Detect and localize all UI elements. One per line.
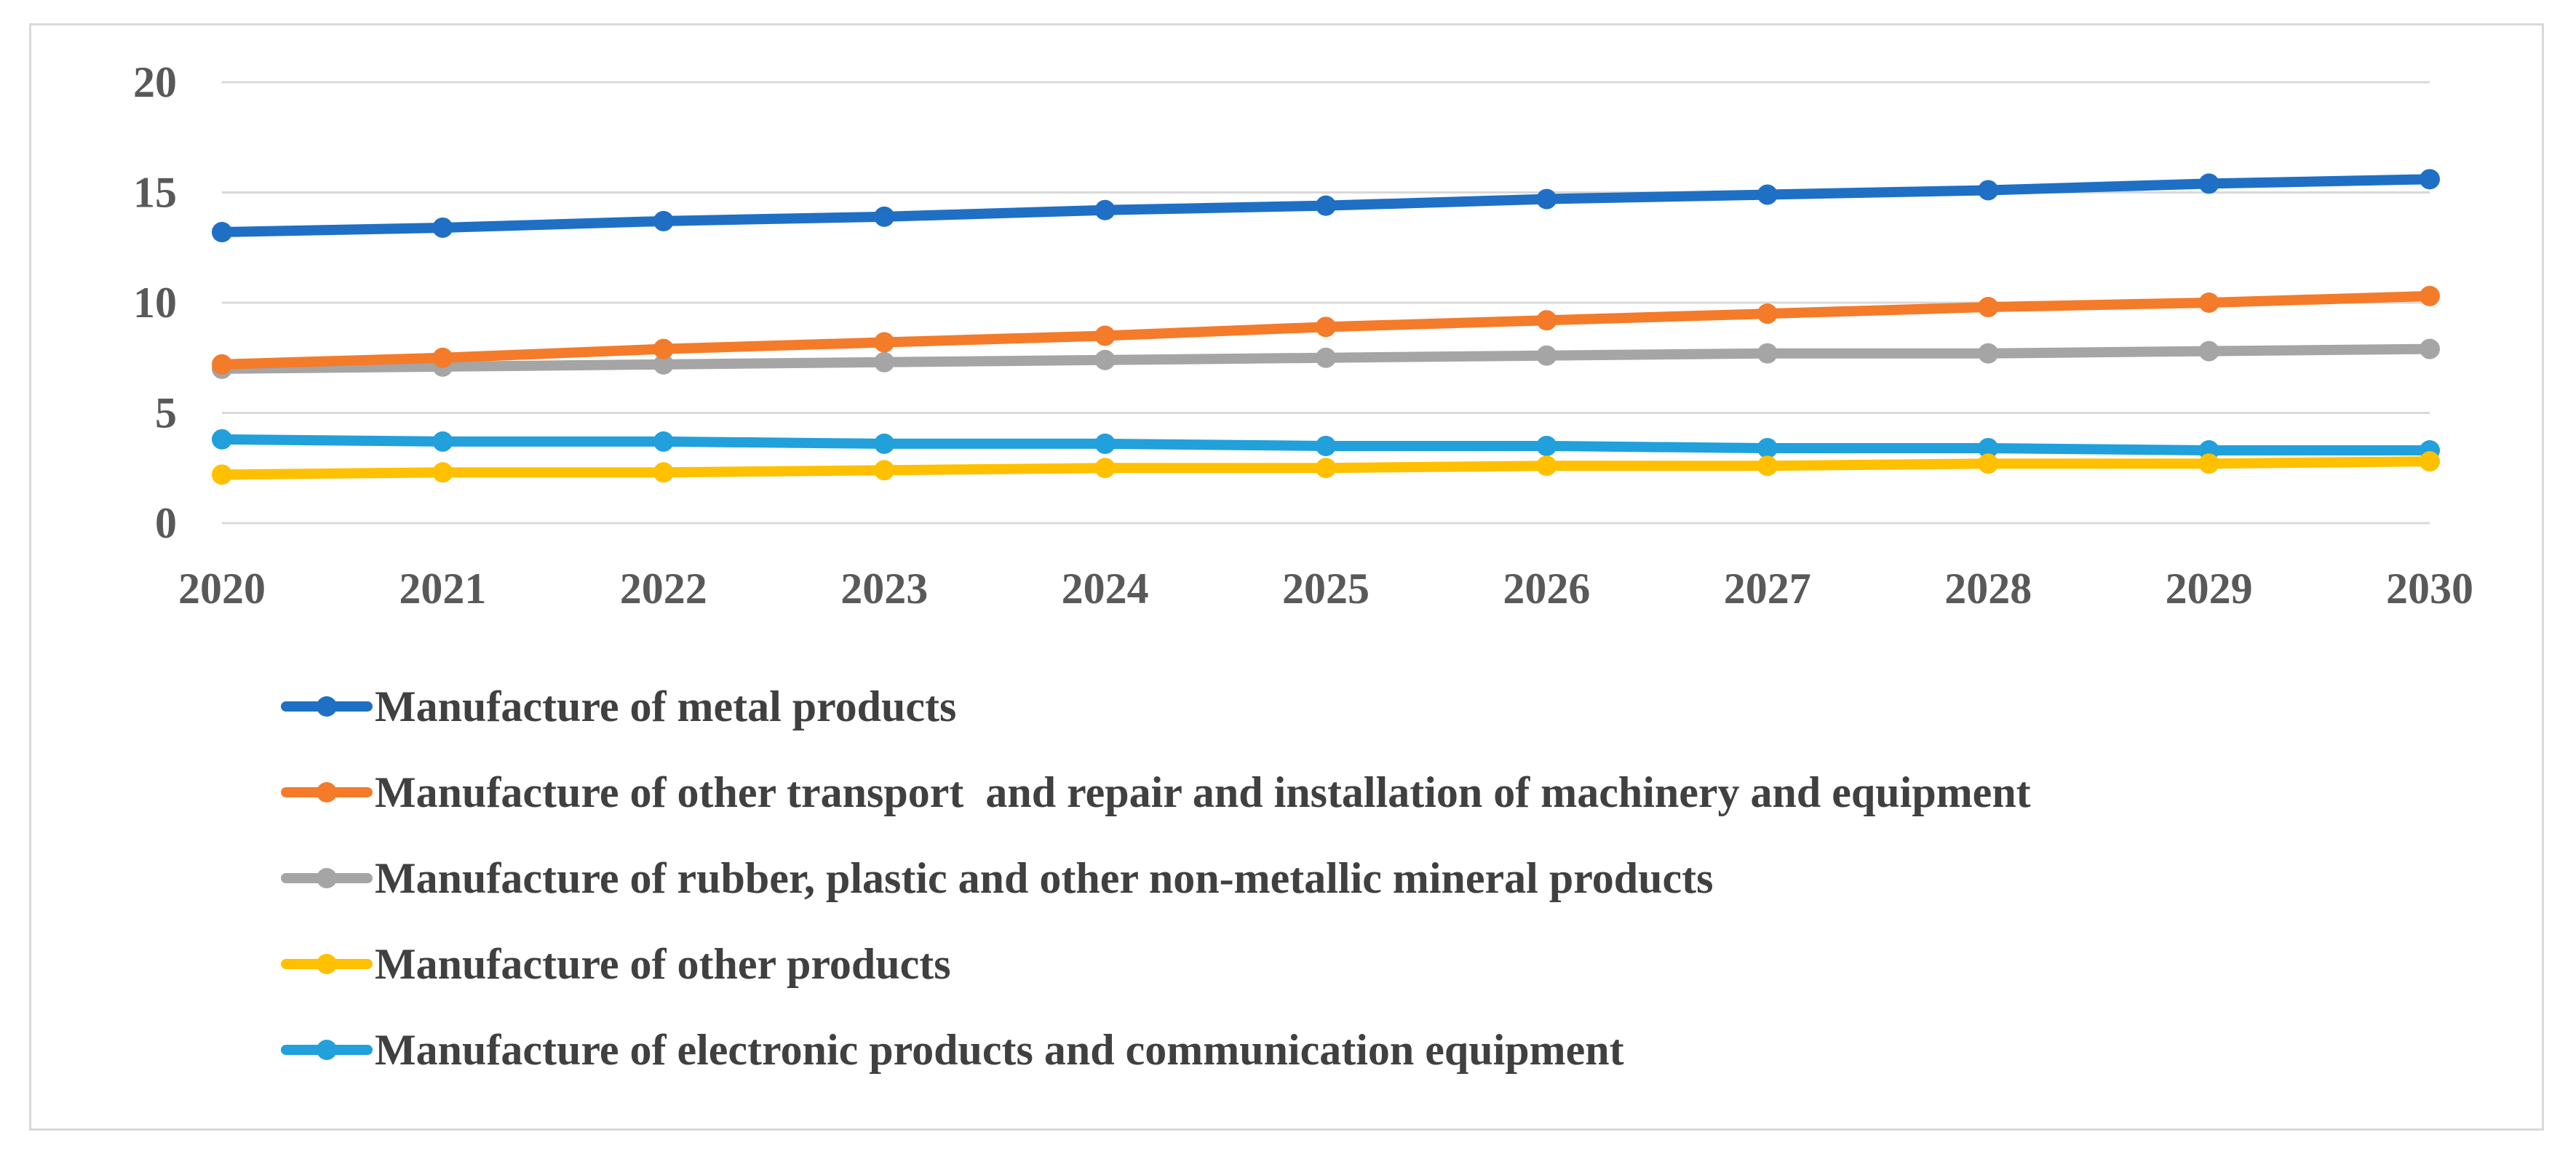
legend-item: Manufacture of electronic products and c… bbox=[281, 1026, 1624, 1074]
data-point bbox=[1536, 455, 1557, 477]
data-point bbox=[1094, 199, 1116, 220]
legend-item: Manufacture of other transport and repai… bbox=[281, 768, 2031, 816]
series-group bbox=[212, 169, 2440, 243]
y-tick-label: 0 bbox=[155, 499, 177, 547]
data-point bbox=[1316, 347, 1336, 368]
data-point bbox=[1536, 435, 1557, 456]
legend-item: Manufacture of rubber, plastic and other… bbox=[281, 854, 1713, 902]
data-point bbox=[432, 217, 453, 238]
data-point bbox=[1757, 455, 1778, 477]
data-point bbox=[1978, 297, 1999, 318]
data-point bbox=[653, 210, 674, 231]
data-point bbox=[2420, 285, 2440, 306]
data-point bbox=[212, 222, 232, 243]
data-point bbox=[874, 351, 895, 373]
chart-frame: 0 5 10 15 20 2020 2021 2022 2023 2024 2025 2026 202… bbox=[29, 23, 2544, 1131]
series-lines bbox=[212, 169, 2440, 485]
data-point bbox=[212, 354, 232, 375]
x-tick-label: 2022 bbox=[620, 565, 707, 613]
legend-marker bbox=[317, 868, 337, 888]
data-point bbox=[2198, 453, 2219, 474]
data-point bbox=[1094, 325, 1116, 346]
data-point bbox=[1978, 180, 1999, 201]
data-point bbox=[1978, 437, 1999, 458]
data-point bbox=[1978, 343, 1999, 364]
legend-marker bbox=[317, 782, 337, 802]
data-point bbox=[653, 462, 674, 483]
y-tick-label: 5 bbox=[155, 389, 177, 437]
legend-label: Manufacture of other products bbox=[375, 940, 951, 988]
data-point bbox=[1094, 349, 1116, 370]
data-point bbox=[1316, 458, 1336, 479]
data-point bbox=[2198, 292, 2219, 313]
x-tick-label: 2021 bbox=[399, 565, 486, 613]
data-point bbox=[212, 464, 232, 485]
data-point bbox=[432, 431, 453, 452]
series-group bbox=[212, 338, 2440, 379]
x-tick-label: 2026 bbox=[1503, 565, 1590, 613]
data-point bbox=[1757, 437, 1778, 458]
data-point bbox=[2420, 338, 2440, 359]
legend-marker bbox=[317, 696, 337, 717]
data-point bbox=[874, 332, 895, 353]
data-point bbox=[2198, 340, 2219, 362]
data-point bbox=[432, 462, 453, 483]
legend-label: Manufacture of rubber, plastic and other… bbox=[375, 854, 1713, 902]
data-point bbox=[1316, 316, 1336, 338]
y-axis-ticks: 0 5 10 15 20 bbox=[133, 58, 177, 547]
data-point bbox=[1536, 345, 1557, 366]
x-tick-label: 2028 bbox=[1944, 565, 2032, 613]
x-axis-ticks: 2020 2021 2022 2023 2024 2025 2026 2027 2028 2029… bbox=[178, 565, 2473, 613]
data-point bbox=[653, 338, 674, 359]
data-point bbox=[1757, 184, 1778, 205]
y-tick-label: 20 bbox=[133, 58, 177, 106]
data-point bbox=[874, 433, 895, 454]
data-point bbox=[1978, 453, 1999, 474]
legend-label: Manufacture of metal products bbox=[375, 682, 956, 730]
series-group bbox=[212, 429, 2440, 461]
data-point bbox=[1316, 435, 1336, 456]
data-point bbox=[1757, 303, 1778, 324]
legend-marker bbox=[317, 954, 337, 974]
series-group bbox=[212, 285, 2440, 375]
legend: Manufacture of metal products Manufacture… bbox=[281, 682, 2031, 1074]
x-tick-label: 2024 bbox=[1062, 565, 1149, 613]
data-point bbox=[1094, 433, 1116, 454]
x-tick-label: 2020 bbox=[178, 565, 266, 613]
data-point bbox=[874, 460, 895, 481]
data-point bbox=[1316, 195, 1336, 216]
y-tick-label: 10 bbox=[133, 279, 177, 327]
series-group bbox=[212, 451, 2440, 485]
legend-marker bbox=[317, 1040, 337, 1060]
x-tick-label: 2023 bbox=[840, 565, 928, 613]
data-point bbox=[1536, 310, 1557, 331]
data-point bbox=[212, 429, 232, 450]
legend-item: Manufacture of metal products bbox=[281, 682, 956, 730]
data-point bbox=[653, 431, 674, 452]
data-point bbox=[2198, 173, 2219, 194]
legend-item: Manufacture of other products bbox=[281, 940, 951, 988]
data-point bbox=[432, 347, 453, 368]
x-tick-label: 2030 bbox=[2386, 565, 2473, 613]
data-point bbox=[1536, 188, 1557, 210]
x-tick-label: 2027 bbox=[1724, 565, 1811, 613]
data-point bbox=[2420, 451, 2440, 472]
x-tick-label: 2029 bbox=[2166, 565, 2253, 613]
data-point bbox=[874, 206, 895, 227]
data-point bbox=[1757, 343, 1778, 364]
data-point bbox=[2420, 169, 2440, 190]
data-point bbox=[1094, 458, 1116, 479]
legend-label: Manufacture of electronic products and c… bbox=[375, 1026, 1624, 1074]
y-tick-label: 15 bbox=[133, 169, 177, 217]
x-tick-label: 2025 bbox=[1282, 565, 1370, 613]
legend-label: Manufacture of other transport and repai… bbox=[375, 768, 2031, 816]
data-point bbox=[653, 354, 674, 375]
